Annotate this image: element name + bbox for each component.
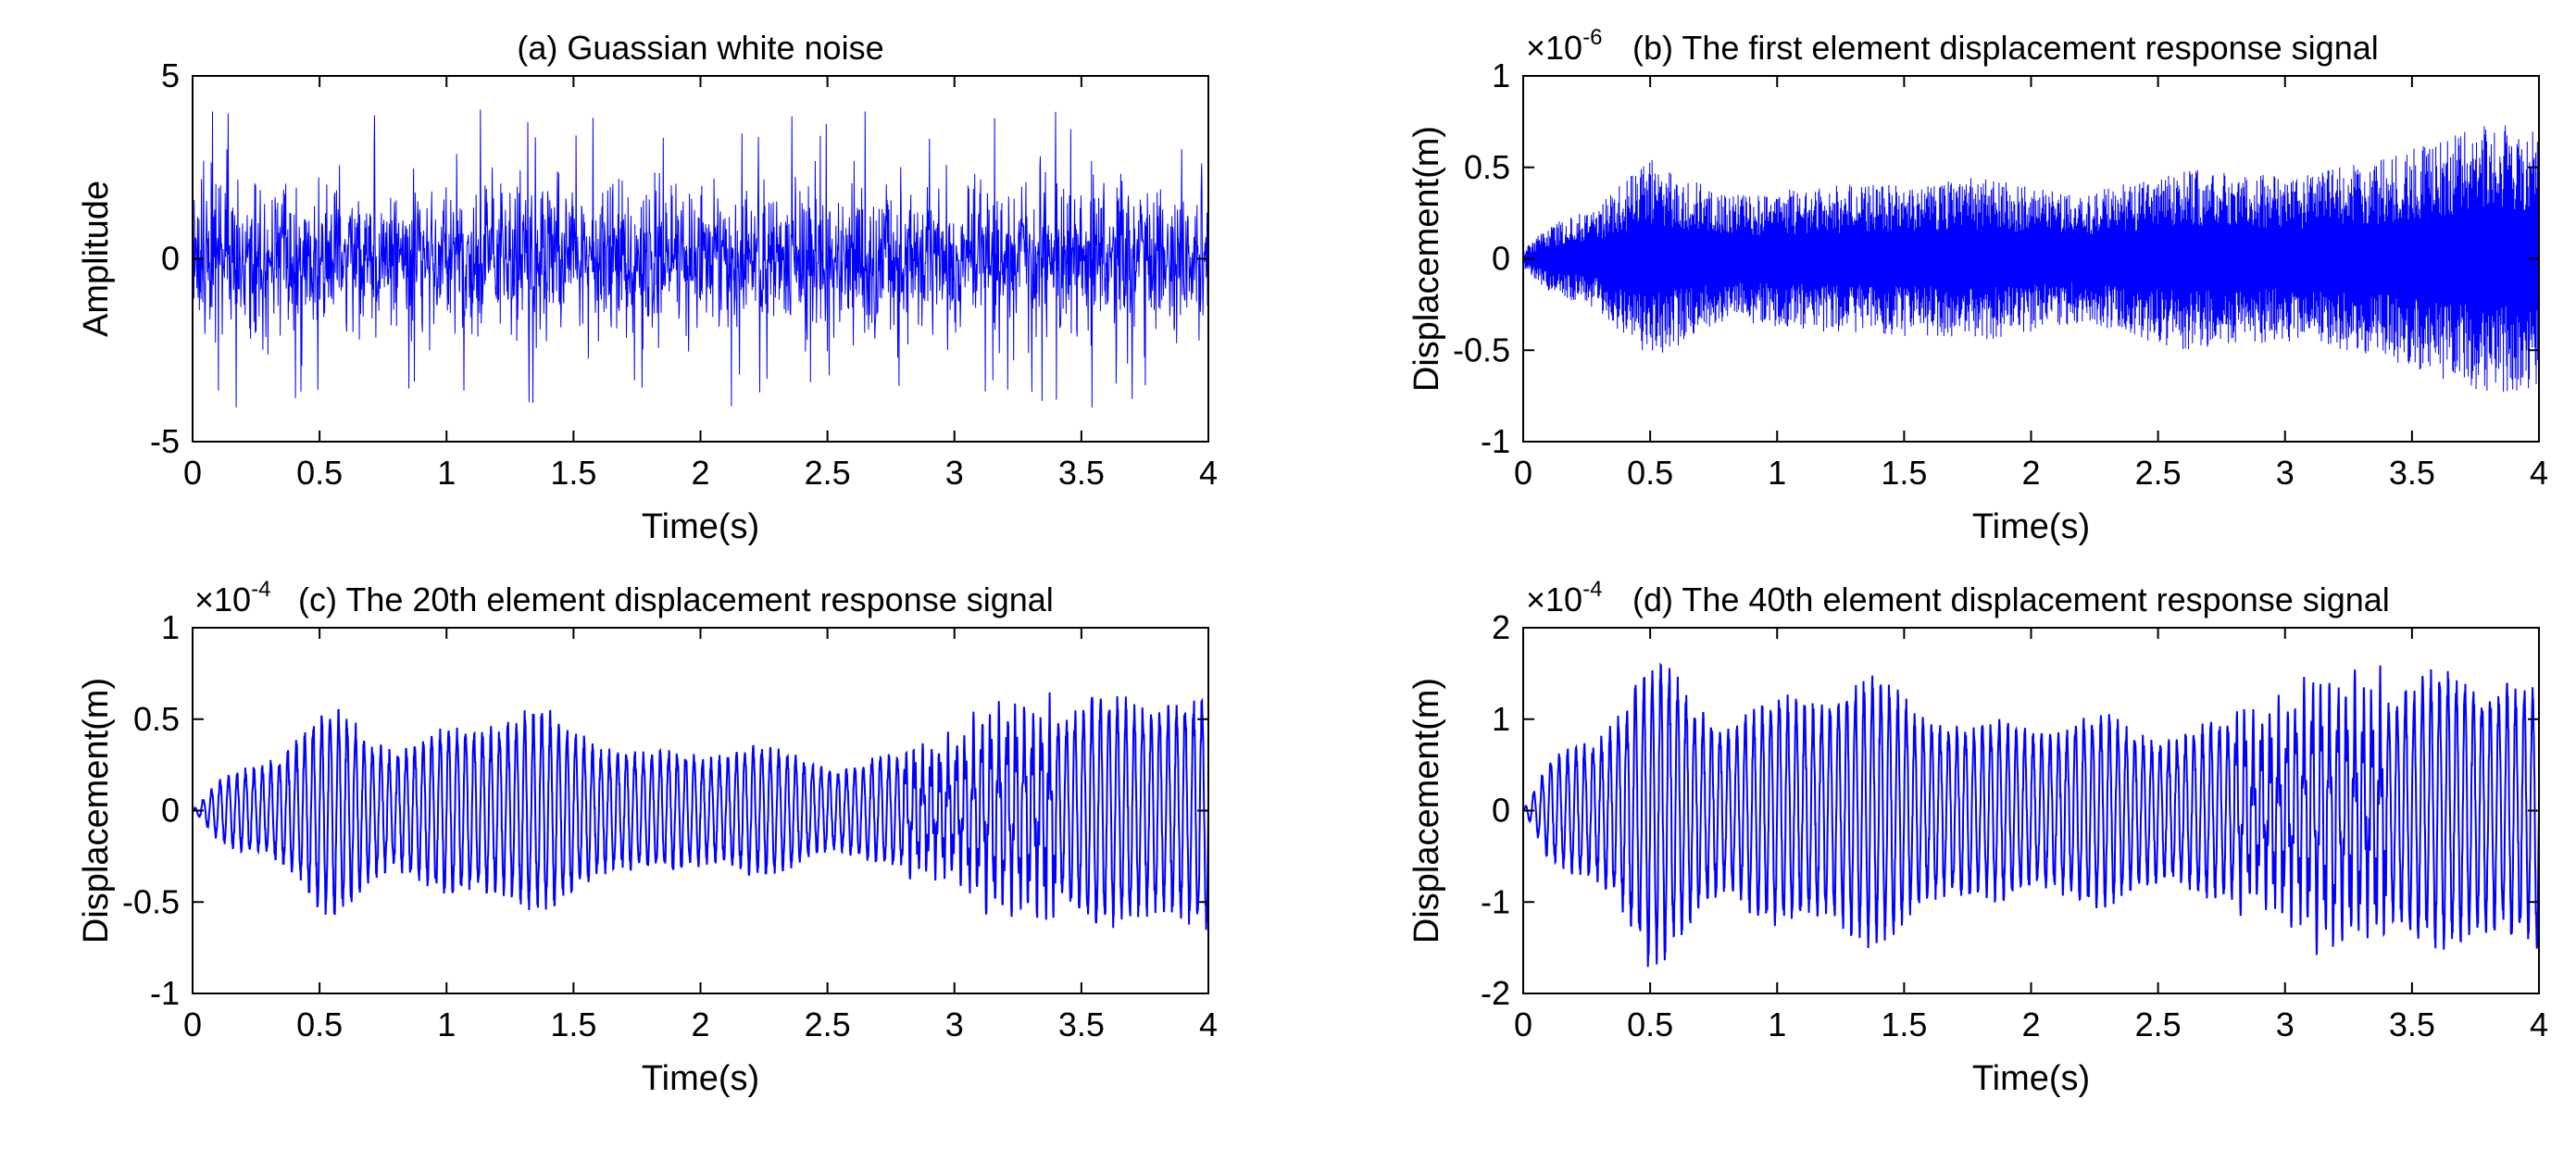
panel-a-xtick-label: 1.5: [550, 454, 596, 492]
panel-c-xtick-label: 2: [691, 1005, 709, 1043]
panel-d-ytick-label: 1: [1492, 700, 1510, 738]
panel-b-ticks: 0 0.5 1 1.5 2 2.5 3 3.5 4 -1 -0.5 0 0.5 1: [1453, 56, 2548, 492]
panel-d-xlabel: Time(s): [1972, 1059, 2090, 1098]
panel-d-xtick-label: 0.5: [1627, 1005, 1673, 1043]
panel-c-scale-exponent: -4: [251, 577, 270, 602]
panel-a-xtick-label: 2.5: [805, 454, 851, 492]
panel-b-signal: [1522, 125, 2540, 393]
panel-c-ytick-label: 0.5: [133, 700, 180, 738]
panel-b-xlabel: Time(s): [1972, 507, 2090, 546]
panel-b-xtick-label: 4: [2530, 454, 2548, 492]
panel-a-xtick-label: 1: [437, 454, 456, 492]
panel-c-title: (c) The 20th element displacement respon…: [298, 581, 1054, 618]
panel-b-scale-exponent: -6: [1582, 25, 1602, 50]
panel-d-ytick-label: 0: [1492, 792, 1510, 830]
panel-d-xtick-label: 1.5: [1881, 1005, 1927, 1043]
panel-d-xtick-label: 3: [2276, 1005, 2295, 1043]
panel-d-scale-factor: ×10-4: [1526, 577, 1602, 618]
panel-d: 0 0.5 1 1.5 2 2.5 3 3.5 4 -2 -1 0 1 2 (d) The 40th el…: [1407, 577, 2548, 1098]
panel-a-xtick-label: 0.5: [296, 454, 343, 492]
panel-a-xtick-label: 2: [691, 454, 709, 492]
panel-c-ticks: 0 0.5 1 1.5 2 2.5 3 3.5 4 -1 -0.5 0 0.5 1: [122, 608, 1218, 1043]
panel-b-xtick-label: 2: [2021, 454, 2040, 492]
panel-c-xlabel: Time(s): [642, 1059, 759, 1098]
panel-c-xtick-label: 1.5: [550, 1005, 596, 1043]
panel-d-xtick-label: 4: [2530, 1005, 2548, 1043]
panel-d-ytick-label: -2: [1481, 974, 1510, 1012]
panel-c-ytick-label: -0.5: [122, 882, 180, 920]
panel-a-xtick-label: 4: [1199, 454, 1218, 492]
panel-b-xtick-label: 0: [1514, 454, 1532, 492]
panel-c-ylabel: Displacement(m): [77, 678, 116, 943]
panel-c-scale-factor: ×10-4: [194, 577, 270, 618]
panel-b-title: (b) The first element displacement respo…: [1632, 29, 2379, 67]
panel-c-xtick-label: 3: [945, 1005, 964, 1043]
panel-d-scale-exponent: -4: [1582, 577, 1602, 602]
panel-d-xtick-label: 1: [1768, 1005, 1786, 1043]
panel-c-ytick-label: 0: [161, 792, 180, 830]
panel-d-xtick-label: 0: [1514, 1005, 1532, 1043]
panel-b-xtick-label: 3: [2276, 454, 2295, 492]
panel-a-ylabel: Amplitude: [77, 181, 116, 337]
panel-a-signal: [192, 109, 1209, 408]
panel-c-xtick-label: 1: [437, 1005, 456, 1043]
panel-b-xtick-label: 1.5: [1881, 454, 1927, 492]
panel-d-xtick-label: 2: [2021, 1005, 2040, 1043]
panel-b-ytick-label: -1: [1481, 422, 1510, 460]
panel-a-ytick-label: 0: [161, 240, 180, 278]
panel-a-xtick-label: 3.5: [1058, 454, 1105, 492]
panel-b-ytick-label: 0: [1492, 240, 1510, 278]
panel-a-xtick-label: 0: [183, 454, 202, 492]
panel-d-xtick-label: 3.5: [2389, 1005, 2435, 1043]
panel-a-ticks: 0 0.5 1 1.5 2 2.5 3 3.5 4-505: [150, 56, 1218, 492]
panel-b-xtick-label: 1: [1768, 454, 1786, 492]
panel-c-xtick-label: 4: [1199, 1005, 1218, 1043]
panel-b-xtick-label: 0.5: [1627, 454, 1673, 492]
panel-c-xtick-label: 3.5: [1058, 1005, 1105, 1043]
panel-d-ytick-label: -1: [1481, 882, 1510, 920]
panel-c-xtick-label: 0.5: [296, 1005, 343, 1043]
panel-b-ylabel: Displacement(m): [1407, 126, 1446, 392]
panel-c: 0 0.5 1 1.5 2 2.5 3 3.5 4 -1 -0.5 0 0.5 1 (c) The 20t…: [77, 577, 1218, 1098]
panel-b: 0 0.5 1 1.5 2 2.5 3 3.5 4 -1 -0.5 0 0.5 1 (b) The fir…: [1407, 25, 2548, 546]
panel-b-xtick-label: 3.5: [2389, 454, 2435, 492]
panel-b-ytick-label: 0.5: [1464, 148, 1510, 186]
panel-d-signal: [1522, 662, 2540, 968]
panel-b-ytick-label: -0.5: [1453, 331, 1510, 368]
panel-d-xtick-label: 2.5: [2135, 1005, 2182, 1043]
panel-a-title: (a) Guassian white noise: [517, 29, 883, 67]
panel-c-ytick-label: -1: [150, 974, 180, 1012]
panel-b-xtick-label: 2.5: [2135, 454, 2182, 492]
panel-a-ytick-label: 5: [161, 56, 180, 94]
panel-c-xtick-label: 0: [183, 1005, 202, 1043]
panel-a-ytick-label: -5: [150, 422, 180, 460]
panel-d-ytick-label: 2: [1492, 608, 1510, 646]
panel-a-xtick-label: 3: [945, 454, 964, 492]
panel-d-title: (d) The 40th element displacement respon…: [1632, 581, 2390, 618]
panel-c-signal: [192, 692, 1209, 930]
panel-c-xtick-label: 2.5: [805, 1005, 851, 1043]
panel-d-ylabel: Displacement(m): [1407, 678, 1446, 943]
panel-c-ytick-label: 1: [161, 608, 180, 646]
panel-d-ticks: 0 0.5 1 1.5 2 2.5 3 3.5 4 -2 -1 0 1 2: [1481, 608, 2548, 1043]
panel-a-xlabel: Time(s): [642, 507, 759, 546]
panel-b-ytick-label: 1: [1492, 56, 1510, 94]
